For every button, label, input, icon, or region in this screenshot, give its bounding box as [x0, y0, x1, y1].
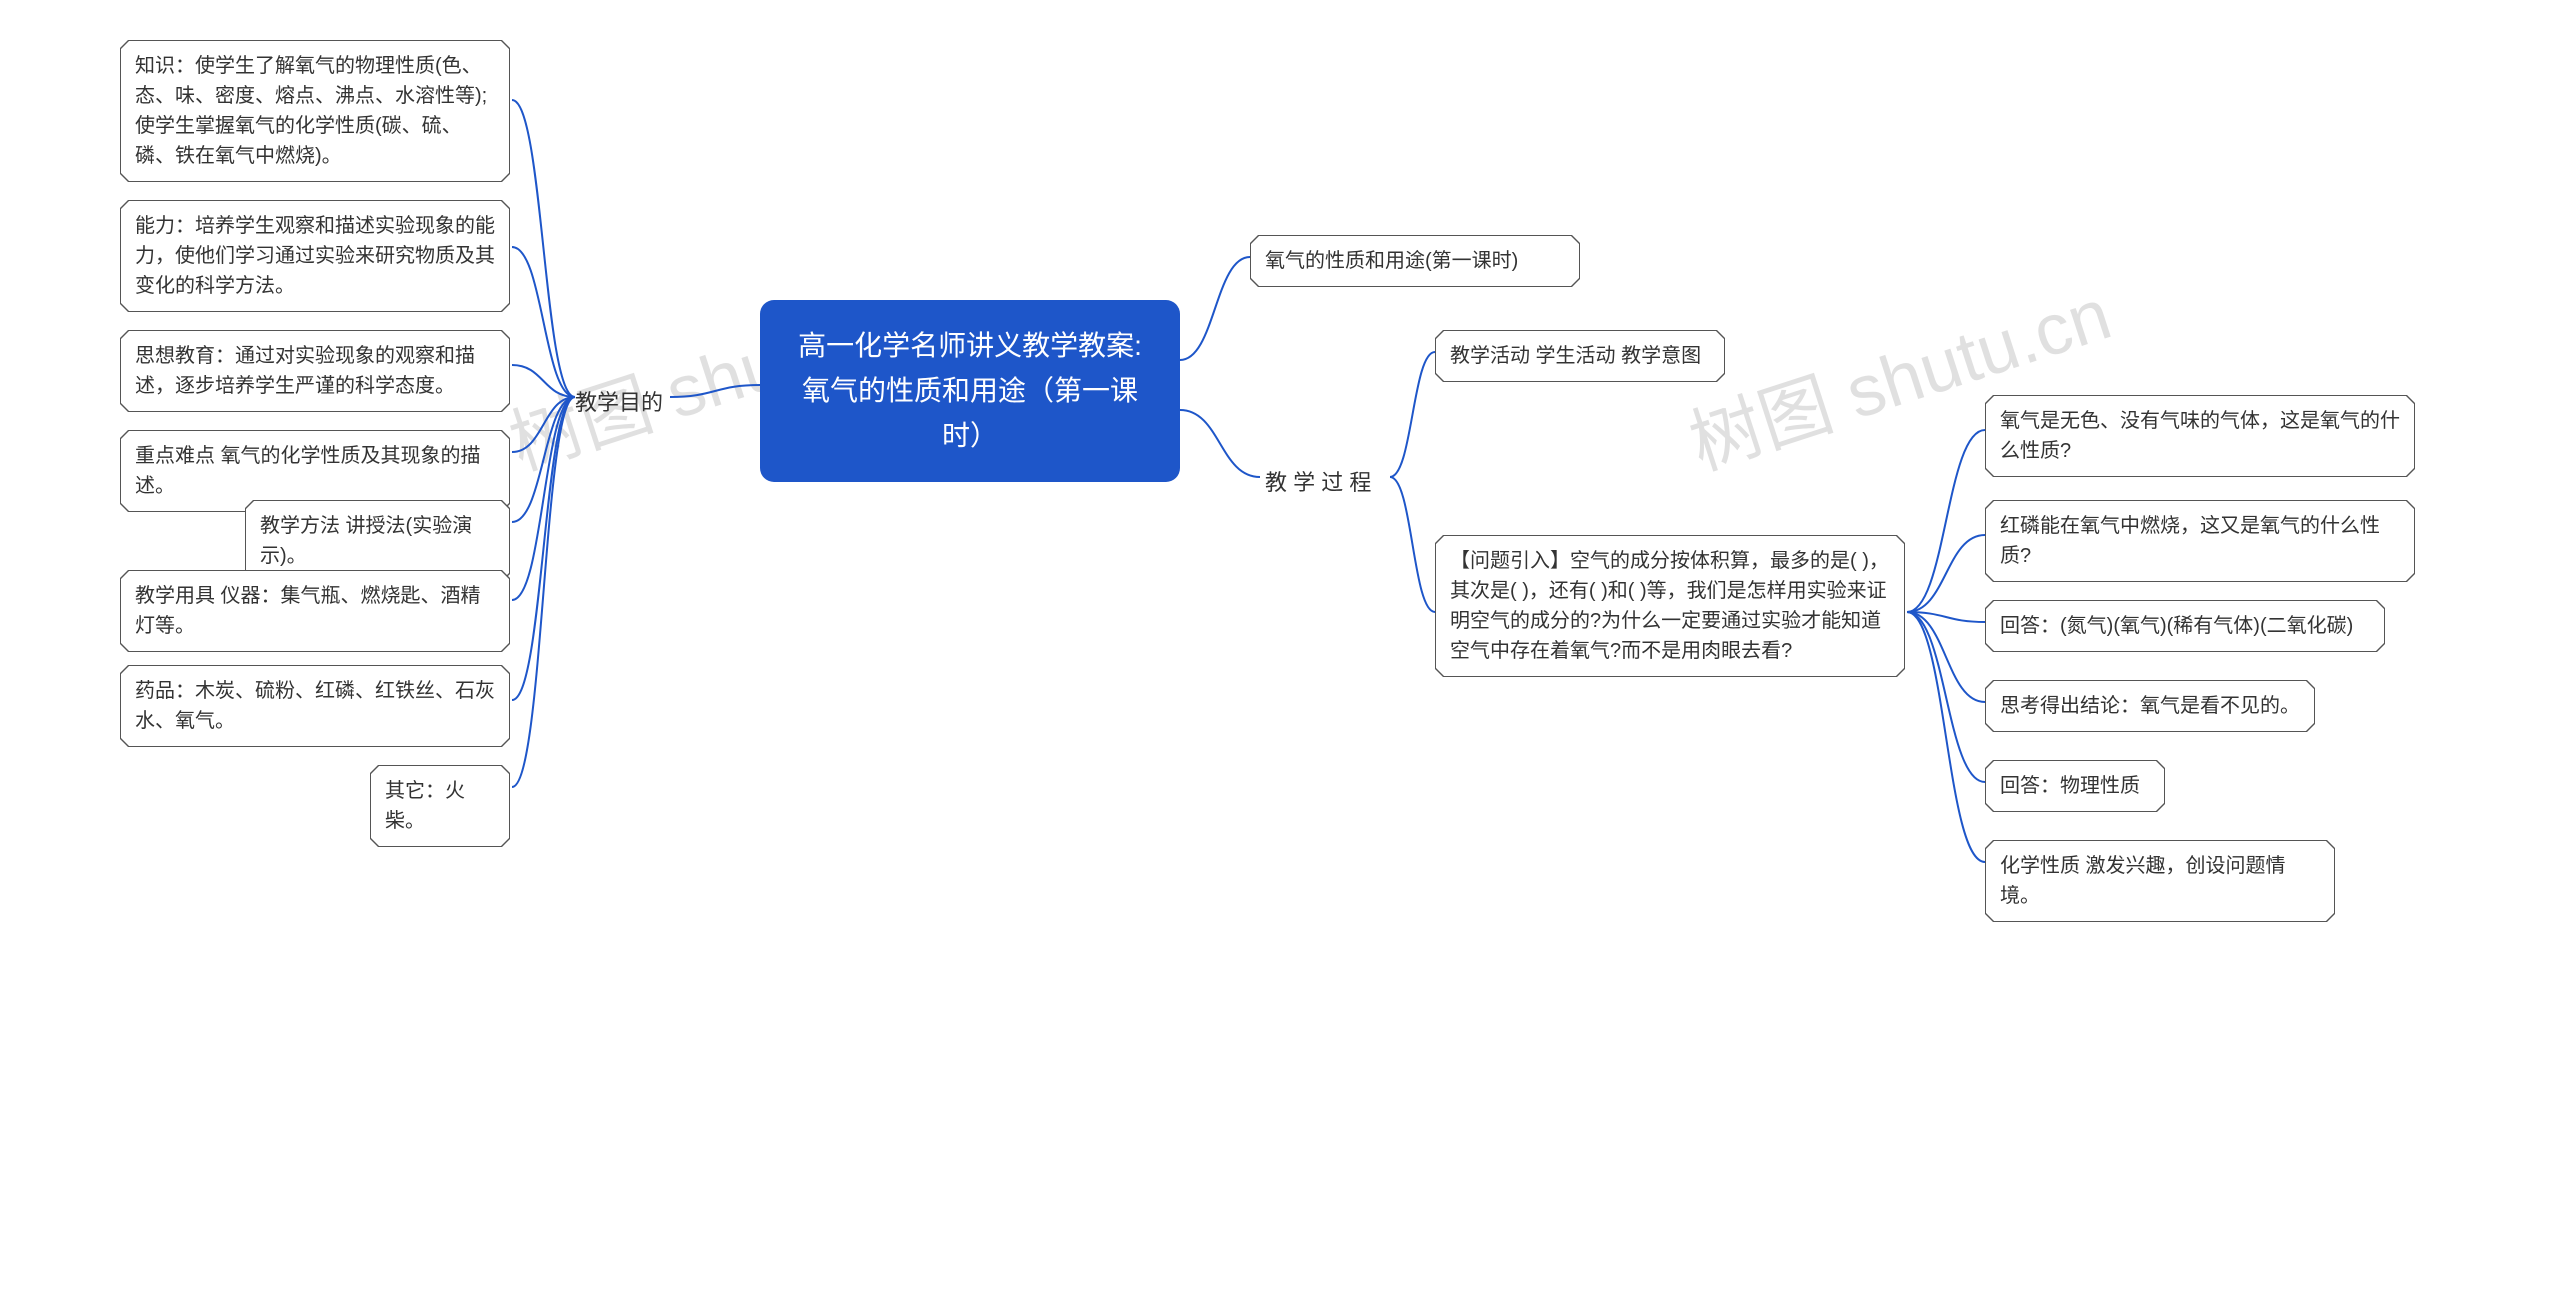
left-node-4[interactable]: 教学方法 讲授法(实验演示)。 — [245, 500, 510, 582]
r1c1-gc-2[interactable]: 回答：(氮气)(氧气)(稀有气体)(二氧化碳) — [1985, 600, 2385, 652]
left-node-6[interactable]: 药品：木炭、硫粉、红磷、红铁丝、石灰水、氧气。 — [120, 665, 510, 747]
branch-right1-label[interactable]: 教 学 过 程 — [1265, 465, 1371, 497]
r1c1-gc-5[interactable]: 化学性质 激发兴趣，创设问题情境。 — [1985, 840, 2335, 922]
right1-node-1-text: 【问题引入】空气的成分按体积算，最多的是( )，其次是( )，还有( )和( )… — [1436, 536, 1904, 676]
left-node-5-text: 教学用具 仪器：集气瓶、燃烧匙、酒精灯等。 — [121, 571, 509, 651]
left-node-3-text: 重点难点 氧气的化学性质及其现象的描述。 — [121, 431, 509, 511]
r1c1-gc-0-text: 氧气是无色、没有气味的气体，这是氧气的什么性质? — [1986, 396, 2414, 476]
r1c1-gc-0[interactable]: 氧气是无色、没有气味的气体，这是氧气的什么性质? — [1985, 395, 2415, 477]
r1c1-gc-2-text: 回答：(氮气)(氧气)(稀有气体)(二氧化碳) — [1986, 601, 2384, 651]
r1c1-gc-3[interactable]: 思考得出结论：氧气是看不见的。 — [1985, 680, 2315, 732]
left-node-7-text: 其它：火柴。 — [371, 766, 509, 846]
left-node-5[interactable]: 教学用具 仪器：集气瓶、燃烧匙、酒精灯等。 — [120, 570, 510, 652]
branch-left-label[interactable]: 教学目的 — [575, 385, 663, 417]
mindmap-canvas: 树图 shutu.cn 树图 shutu.cn 高一化学名师讲义教学教案:氧气的… — [0, 0, 2560, 1303]
r1c1-gc-1-text: 红磷能在氧气中燃烧，这又是氧气的什么性质? — [1986, 501, 2414, 581]
left-node-3[interactable]: 重点难点 氧气的化学性质及其现象的描述。 — [120, 430, 510, 512]
left-node-0[interactable]: 知识：使学生了解氧气的物理性质(色、态、味、密度、熔点、沸点、水溶性等);使学生… — [120, 40, 510, 182]
left-node-2-text: 思想教育：通过对实验现象的观察和描述，逐步培养学生严谨的科学态度。 — [121, 331, 509, 411]
r1c1-gc-1[interactable]: 红磷能在氧气中燃烧，这又是氧气的什么性质? — [1985, 500, 2415, 582]
right1-node-1[interactable]: 【问题引入】空气的成分按体积算，最多的是( )，其次是( )，还有( )和( )… — [1435, 535, 1905, 677]
right1-node-0[interactable]: 教学活动 学生活动 教学意图 — [1435, 330, 1725, 382]
r1c1-gc-3-text: 思考得出结论：氧气是看不见的。 — [1986, 681, 2314, 731]
left-node-1-text: 能力：培养学生观察和描述实验现象的能力，使他们学习通过实验来研究物质及其变化的科… — [121, 201, 509, 311]
r1c1-gc-4-text: 回答：物理性质 — [1986, 761, 2164, 811]
right0-node[interactable]: 氧气的性质和用途(第一课时) — [1250, 235, 1580, 287]
left-node-4-text: 教学方法 讲授法(实验演示)。 — [246, 501, 509, 581]
center-node[interactable]: 高一化学名师讲义教学教案:氧气的性质和用途（第一课时） — [760, 300, 1180, 482]
r1c1-gc-5-text: 化学性质 激发兴趣，创设问题情境。 — [1986, 841, 2334, 921]
left-node-1[interactable]: 能力：培养学生观察和描述实验现象的能力，使他们学习通过实验来研究物质及其变化的科… — [120, 200, 510, 312]
left-node-2[interactable]: 思想教育：通过对实验现象的观察和描述，逐步培养学生严谨的科学态度。 — [120, 330, 510, 412]
right1-node-0-text: 教学活动 学生活动 教学意图 — [1436, 331, 1724, 381]
left-node-7[interactable]: 其它：火柴。 — [370, 765, 510, 847]
r1c1-gc-4[interactable]: 回答：物理性质 — [1985, 760, 2165, 812]
left-node-0-text: 知识：使学生了解氧气的物理性质(色、态、味、密度、熔点、沸点、水溶性等);使学生… — [121, 41, 509, 181]
left-node-6-text: 药品：木炭、硫粉、红磷、红铁丝、石灰水、氧气。 — [121, 666, 509, 746]
right0-node-text: 氧气的性质和用途(第一课时) — [1251, 236, 1579, 286]
